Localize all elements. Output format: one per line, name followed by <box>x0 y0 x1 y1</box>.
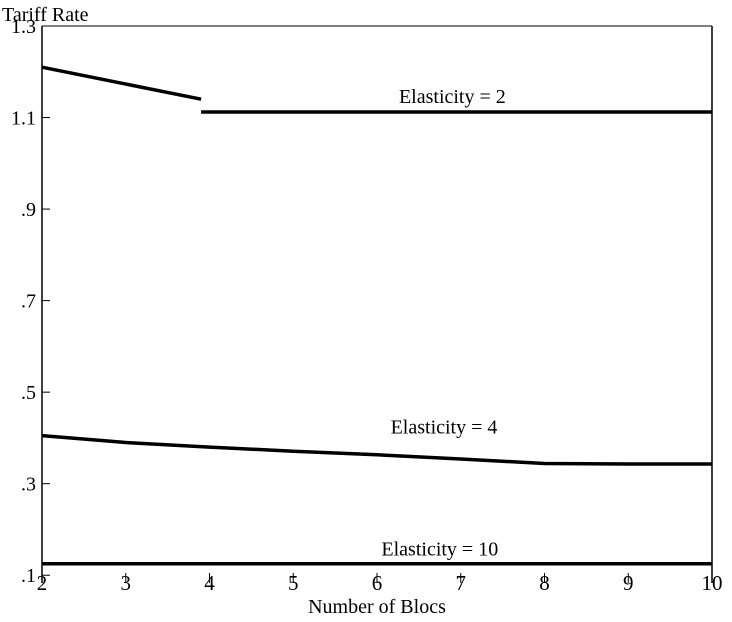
x-tick-label: 2 <box>37 571 48 595</box>
x-tick-label: 6 <box>372 571 383 595</box>
plot-frame <box>41 25 713 583</box>
x-tick-label: 9 <box>623 571 634 595</box>
series-lines <box>41 65 712 566</box>
series-line-elasticity-2 <box>41 65 202 101</box>
y-tick-label: .7 <box>21 291 36 313</box>
series-labels: Elasticity = 2 Elasticity = 4 Elasticity =… <box>381 86 505 561</box>
y-axis-label: Tariff Rate <box>2 4 89 26</box>
y-tick-label: .3 <box>21 474 36 496</box>
x-axis-ticks: 2 3 4 5 6 7 8 9 10 <box>37 571 723 595</box>
y-tick-label: .9 <box>21 199 36 221</box>
x-tick-label: 3 <box>121 571 132 595</box>
x-axis-label: Number of Blocs <box>308 596 446 618</box>
x-tick-label: 5 <box>288 571 299 595</box>
y-tick-label: 1.3 <box>11 16 36 38</box>
x-tick-label: 10 <box>702 571 723 595</box>
x-tick-label: 4 <box>204 571 215 595</box>
series-line-elasticity-4 <box>41 433 712 466</box>
y-axis-ticks: .1 .3 .5 .7 .9 1.1 1.3 <box>11 16 50 587</box>
x-tick-label: 8 <box>539 571 550 595</box>
series-label-elasticity-10: Elasticity = 10 <box>381 539 498 561</box>
x-tick-label: 7 <box>456 571 467 595</box>
series-label-elasticity-4: Elasticity = 4 <box>391 416 498 438</box>
series-label-elasticity-2: Elasticity = 2 <box>399 86 506 108</box>
y-tick-label: .5 <box>21 382 36 404</box>
y-tick-label: .1 <box>21 565 36 587</box>
y-tick-label: 1.1 <box>11 108 36 130</box>
